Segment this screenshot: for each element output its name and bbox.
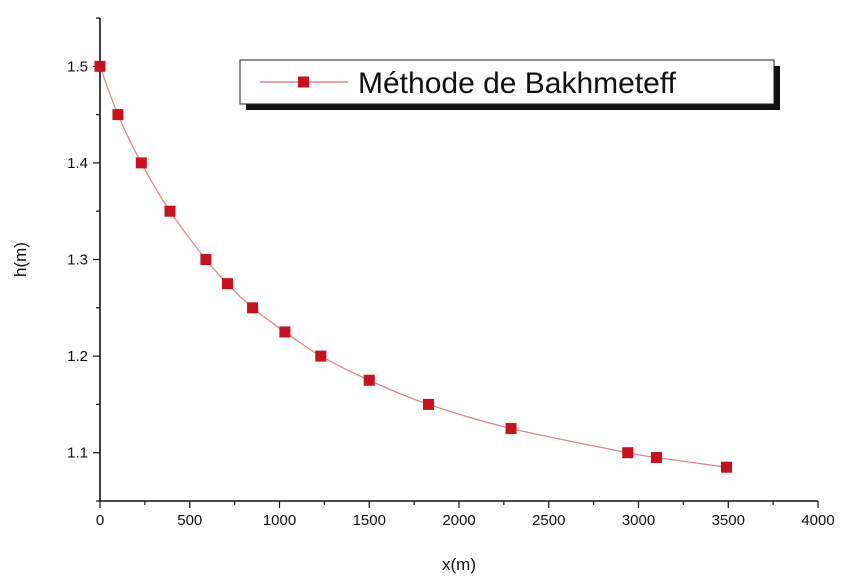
plot-area [94, 60, 732, 473]
y-tick-label: 1.1 [67, 445, 88, 462]
y-axis-label: h(m) [11, 242, 30, 277]
x-tick-label: 2500 [532, 512, 565, 529]
legend-marker [298, 76, 309, 88]
x-tick-label: 500 [177, 512, 202, 529]
data-point [164, 205, 176, 217]
x-tick-label: 1500 [353, 512, 386, 529]
data-point [505, 423, 517, 435]
data-point [422, 398, 434, 410]
x-tick-label: 3000 [622, 512, 655, 529]
x-tick-label: 0 [96, 512, 104, 529]
data-point [247, 302, 259, 314]
x-tick-label: 2000 [442, 512, 475, 529]
x-axis-ticks: 0 500 1000 1500 2000 2500 3000 3500 4000 [96, 501, 835, 529]
data-point [200, 254, 212, 265]
data-point [112, 109, 124, 121]
x-axis-label: x(m) [442, 555, 476, 574]
x-tick-label: 3500 [712, 512, 745, 529]
legend-entry-label: Méthode de Bakhmeteff [358, 67, 677, 100]
data-point [221, 278, 233, 290]
x-tick-label: 1000 [263, 512, 296, 529]
data-point [650, 452, 662, 464]
series-line [99, 66, 727, 468]
data-point [315, 350, 327, 362]
y-axis-ticks: 1.1 1.2 1.3 1.4 1.5 [67, 17, 100, 502]
legend: Méthode de Bakhmeteff [239, 59, 780, 110]
data-point [363, 374, 375, 386]
data-point [720, 461, 732, 473]
y-tick-label: 1.5 [67, 58, 88, 75]
y-tick-label: 1.2 [67, 348, 88, 365]
y-tick-label: 1.3 [67, 252, 88, 269]
data-point [135, 157, 147, 169]
x-tick-label: 4000 [801, 512, 834, 529]
data-point [622, 447, 634, 459]
y-tick-label: 1.4 [67, 155, 88, 172]
data-point [94, 60, 106, 72]
data-point [279, 326, 291, 338]
